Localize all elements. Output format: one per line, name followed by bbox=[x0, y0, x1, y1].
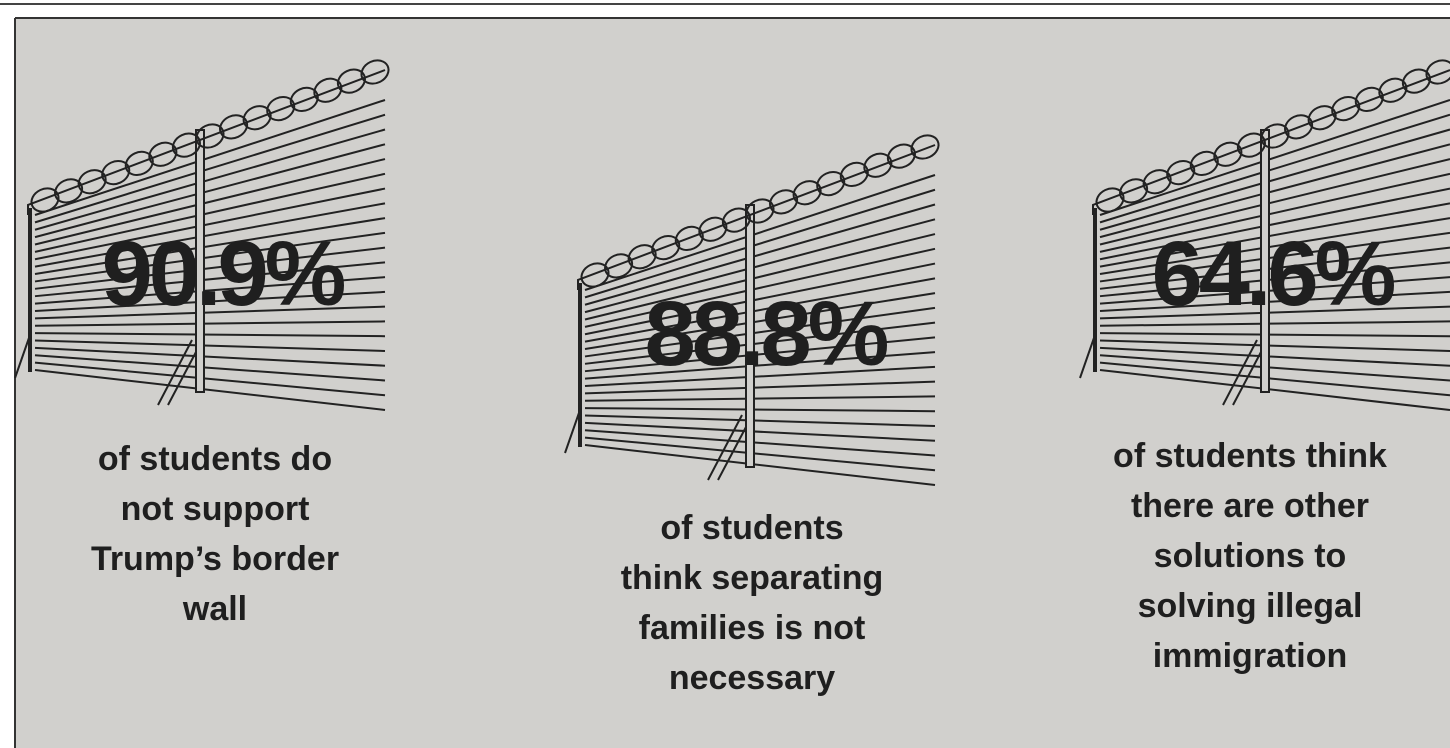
caption-line: of students bbox=[660, 509, 843, 547]
caption-line: immigration bbox=[1153, 637, 1348, 675]
caption-line: of students think bbox=[1113, 437, 1387, 475]
caption-line: Trump’s border bbox=[91, 540, 339, 578]
stat-value: 90.9% bbox=[102, 223, 345, 325]
caption-line: of students do bbox=[98, 440, 332, 478]
caption-line: think separating bbox=[621, 559, 884, 597]
caption-line: not support bbox=[121, 490, 310, 528]
caption-line: necessary bbox=[669, 659, 835, 697]
stat-value: 88.8% bbox=[645, 283, 888, 385]
caption-line: families is not bbox=[639, 609, 866, 647]
caption-line: solutions to bbox=[1154, 537, 1347, 575]
caption-line: wall bbox=[182, 590, 247, 628]
stat-value: 64.6% bbox=[1152, 223, 1395, 325]
caption-line: solving illegal bbox=[1138, 587, 1363, 625]
content: 90.9% of students do not support Trump’s bo… bbox=[13, 54, 1450, 697]
caption-line: there are other bbox=[1131, 487, 1369, 525]
